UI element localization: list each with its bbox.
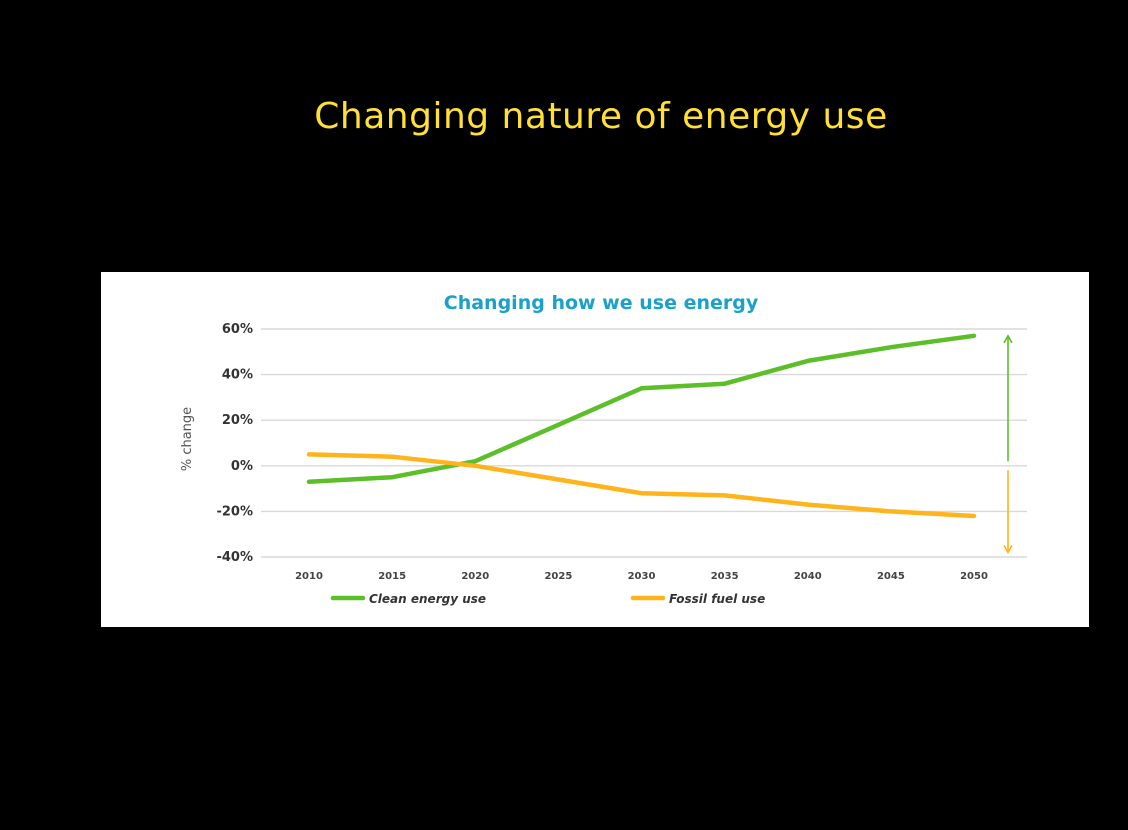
line-chart: Changing how we use energy % change 60% 4… (180, 292, 1027, 606)
decrease-arrow-head (1003, 545, 1013, 555)
x-tick-label: 2050 (960, 571, 988, 582)
series-line-fossil-fuel (306, 452, 977, 519)
chart-title: Changing how we use energy (444, 292, 759, 314)
y-axis-label: % change (180, 407, 195, 471)
y-axis-ticks: 60% 40% 20% 0% -20% -40% (216, 322, 253, 565)
y-tick-label: 40% (222, 368, 253, 383)
x-tick-label: 2040 (794, 571, 822, 582)
x-tick-label: 2045 (877, 571, 905, 582)
change-arrows (1003, 334, 1013, 555)
y-tick-label: 0% (231, 459, 253, 474)
x-tick-label: 2030 (628, 571, 656, 582)
x-axis-ticks: 2010 2015 2020 2025 2030 2035 2040 2045 2050 (295, 571, 988, 582)
y-tick-label: 60% (222, 322, 253, 337)
increase-arrow-head (1003, 334, 1013, 344)
slide-title: Changing nature of energy use (314, 96, 888, 137)
gridlines (261, 328, 1027, 558)
y-tick-label: 20% (222, 413, 253, 428)
legend: Clean energy use Fossil fuel use (330, 592, 765, 606)
x-tick-label: 2015 (378, 571, 406, 582)
legend-label: Fossil fuel use (669, 592, 765, 606)
x-tick-label: 2035 (711, 571, 739, 582)
x-tick-label: 2020 (461, 571, 489, 582)
y-tick-label: -20% (216, 504, 253, 519)
y-tick-label: -40% (216, 550, 253, 565)
legend-label: Clean energy use (369, 592, 486, 606)
x-tick-label: 2025 (544, 571, 572, 582)
x-tick-label: 2010 (295, 571, 323, 582)
series-lines (306, 333, 977, 519)
series-line-clean-energy (306, 333, 977, 485)
chart-panel: Changing how we use energy % change 60% 4… (101, 272, 1089, 627)
